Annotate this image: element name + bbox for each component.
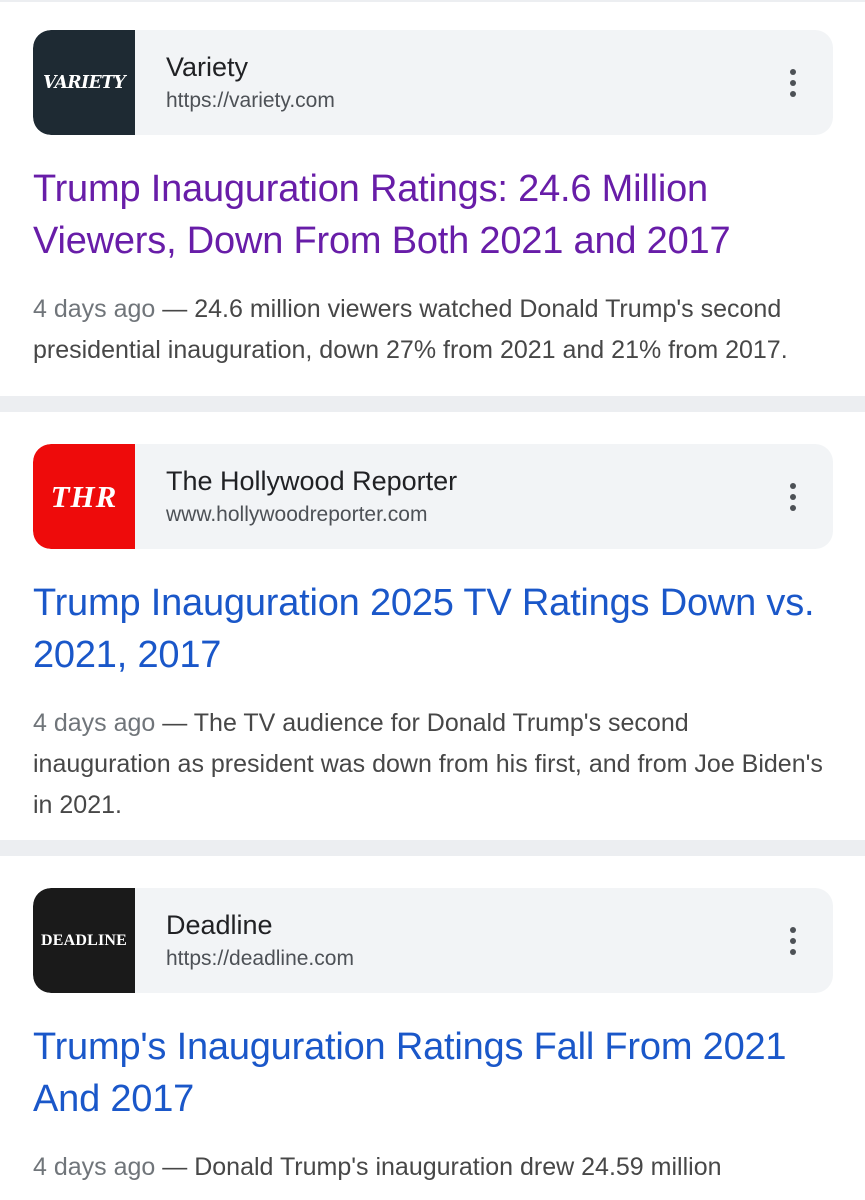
result-separator — [0, 840, 865, 856]
source-card[interactable]: THR The Hollywood Reporter www.hollywood… — [33, 444, 833, 549]
result-snippet: 4 days ago — Donald Trump's inauguration… — [33, 1147, 825, 1188]
source-name: Deadline — [166, 909, 273, 940]
source-card[interactable]: DEADLINE Deadline https://deadline.com — [33, 888, 833, 993]
favicon-text: DEADLINE — [40, 931, 128, 949]
result-date: 4 days ago — [33, 709, 156, 737]
source-info: Deadline https://deadline.com — [166, 908, 354, 974]
result-snippet: 4 days ago — 24.6 million viewers watche… — [33, 289, 825, 371]
source-card[interactable]: VARIETY Variety https://variety.com — [33, 30, 833, 135]
more-vert-icon[interactable] — [781, 921, 805, 961]
deadline-logo-icon: DEADLINE — [33, 888, 135, 993]
thr-logo-icon: THR — [33, 444, 135, 549]
search-result-variety: VARIETY Variety https://variety.com Trum… — [0, 2, 865, 396]
result-date: 4 days ago — [33, 295, 156, 323]
search-result-deadline: DEADLINE Deadline https://deadline.com T… — [0, 856, 865, 1188]
source-url: https://variety.com — [166, 88, 335, 112]
source-url: https://deadline.com — [166, 946, 354, 970]
result-title-link[interactable]: Trump's Inauguration Ratings Fall From 2… — [33, 1026, 787, 1120]
variety-logo-icon: VARIETY — [33, 30, 135, 135]
result-title-link[interactable]: Trump Inauguration Ratings: 24.6 Million… — [33, 168, 731, 262]
source-name: The Hollywood Reporter — [166, 465, 458, 496]
result-separator — [0, 396, 865, 412]
snippet-text: — The TV audience for Donald Trump's sec… — [33, 709, 823, 819]
source-url: www.hollywoodreporter.com — [166, 502, 428, 526]
more-vert-icon[interactable] — [781, 477, 805, 517]
source-info: The Hollywood Reporter www.hollywoodrepo… — [166, 464, 457, 530]
result-date: 4 days ago — [33, 1153, 156, 1181]
more-vert-icon[interactable] — [781, 63, 805, 103]
source-name: Variety — [166, 51, 249, 82]
favicon-text: THR — [50, 478, 118, 514]
source-info: Variety https://variety.com — [166, 50, 335, 116]
result-snippet: 4 days ago — The TV audience for Donald … — [33, 703, 825, 826]
top-divider — [0, 0, 865, 2]
favicon-text: VARIETY — [42, 72, 126, 93]
result-title-link[interactable]: Trump Inauguration 2025 TV Ratings Down … — [33, 582, 815, 676]
snippet-text: — Donald Trump's inauguration drew 24.59… — [155, 1153, 722, 1181]
snippet-text: — 24.6 million viewers watched Donald Tr… — [33, 295, 788, 364]
search-result-hollywood-reporter: THR The Hollywood Reporter www.hollywood… — [0, 412, 865, 840]
